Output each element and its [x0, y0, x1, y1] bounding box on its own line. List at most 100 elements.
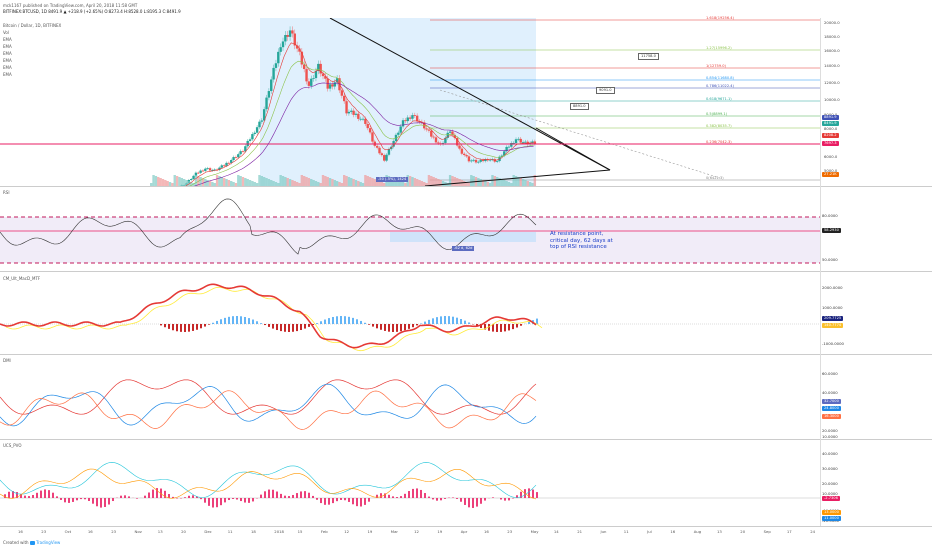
- volume-bar: [378, 181, 381, 186]
- candle: [192, 175, 195, 180]
- volume-bar: [326, 177, 329, 186]
- pane-divider[interactable]: [0, 271, 932, 272]
- volume-bar: [331, 179, 334, 186]
- pane-divider[interactable]: [0, 186, 932, 187]
- volume-bar: [152, 175, 155, 186]
- projection-dashed-line: [439, 89, 721, 179]
- volume-bar: [526, 181, 529, 186]
- candle: [326, 78, 329, 89]
- ucs-title[interactable]: UCS_PVO: [3, 443, 22, 448]
- volume-bar: [319, 183, 322, 186]
- callout-3: 8891.0: [570, 103, 589, 110]
- indicator-ema-1[interactable]: EMA: [3, 37, 12, 42]
- time-axis-label: 21: [577, 529, 583, 534]
- ucs-hist-bar: [36, 492, 38, 498]
- candle: [321, 73, 325, 77]
- macd-hist-bar: [264, 324, 266, 326]
- ucs-hist-bar: [108, 498, 110, 505]
- ucs-hist-bar: [508, 498, 510, 501]
- volume-bar: [270, 180, 273, 186]
- macd-hist-bar: [376, 324, 378, 329]
- ucs-hist-bar: [500, 498, 502, 500]
- ucs-hist-bar: [440, 498, 442, 501]
- macd-hist-bar: [396, 324, 398, 332]
- price-bubble: 8491.9: [822, 121, 839, 126]
- macd-hist-bar: [260, 323, 262, 324]
- fib-label: 1.618(19256.4): [706, 16, 734, 20]
- dmi-axis-1: 60.0000: [822, 371, 838, 376]
- pane-divider[interactable]: [0, 354, 932, 355]
- volume-bar: [371, 178, 374, 186]
- ucs-hist-bar: [12, 491, 14, 498]
- ucs-hist-bar: [304, 491, 306, 498]
- volume-bar: [307, 178, 311, 186]
- ucs-axis-1: 40.0000: [822, 451, 838, 456]
- volume-bar: [211, 182, 214, 186]
- ucs-chart[interactable]: [0, 440, 820, 526]
- volume-bar: [347, 177, 351, 186]
- macd-title[interactable]: CM_Ult_MacD_MTF: [3, 276, 41, 281]
- macd-hist-bar: [408, 324, 410, 329]
- volume-bar: [465, 182, 468, 186]
- price-axis-label: 16000.0: [824, 48, 840, 53]
- price-chart[interactable]: [0, 18, 932, 186]
- candle: [453, 134, 457, 138]
- rsi-title[interactable]: RSI: [3, 190, 10, 195]
- macd-hist-bar: [204, 324, 206, 327]
- candle: [427, 129, 431, 131]
- ucs-hist-bar: [312, 495, 314, 498]
- time-axis-label: 17: [786, 529, 792, 534]
- indicator-ema-3[interactable]: EMA: [3, 51, 12, 56]
- candle: [199, 170, 202, 173]
- time-axis-label: 16: [484, 529, 489, 534]
- macd-hist-bar: [188, 324, 190, 332]
- time-axis-label: 12: [344, 529, 350, 534]
- macd-axis-1: 2000.0000: [822, 285, 843, 290]
- volume-bar: [279, 175, 282, 186]
- candle: [401, 120, 405, 127]
- ucs-hist-bar: [308, 492, 310, 498]
- volume-bar: [267, 179, 271, 186]
- ucs-hist-bar: [504, 498, 506, 501]
- volume-bar: [503, 180, 506, 186]
- ucs-hist-bar: [144, 495, 146, 498]
- ucs-hist-bar: [20, 493, 22, 498]
- candle: [366, 123, 369, 129]
- ucs-hist-bar: [280, 493, 282, 498]
- indicator-ema-6[interactable]: EMA: [3, 72, 12, 77]
- indicator-vol[interactable]: Vol: [3, 30, 9, 35]
- footer-brand[interactable]: TradingView: [36, 540, 61, 545]
- dmi-chart[interactable]: [0, 355, 820, 439]
- indicator-ema-5[interactable]: EMA: [3, 65, 12, 70]
- ucs-hist-bar: [40, 490, 42, 498]
- macd-hist-bar: [276, 324, 278, 331]
- time-axis-label: Sep: [763, 529, 771, 534]
- candle: [385, 154, 388, 161]
- macd-hist-bar: [448, 316, 450, 324]
- volume-bar: [291, 180, 294, 186]
- pane-divider[interactable]: [0, 439, 932, 440]
- volume-bars: [150, 175, 537, 186]
- dmi-title[interactable]: DMI: [3, 358, 11, 363]
- ucs-hist-bar: [476, 498, 478, 507]
- volume-bar: [430, 176, 433, 186]
- volume-bar: [182, 179, 186, 186]
- ucs-hist-bar: [472, 498, 474, 508]
- ucs-axis-2: 30.0000: [822, 466, 838, 471]
- candle: [267, 91, 271, 98]
- indicator-ema-2[interactable]: EMA: [3, 44, 12, 49]
- rsi-chart[interactable]: [0, 187, 932, 271]
- volume-bar: [413, 178, 417, 186]
- candle: [359, 118, 362, 120]
- time-axis-label: 15: [297, 529, 303, 534]
- candle: [230, 159, 233, 163]
- symbol-label: Bitcoin / Dollar, 1D, BITFINEX: [3, 23, 62, 28]
- candle: [220, 165, 224, 168]
- macd-hist-bar: [180, 324, 182, 332]
- ucs-hist-bar: [404, 493, 406, 498]
- indicator-ema-4[interactable]: EMA: [3, 58, 12, 63]
- volume-bar: [286, 178, 289, 186]
- macd-chart[interactable]: [0, 272, 820, 354]
- macd-hist-bar: [512, 324, 514, 330]
- dmi-axis-3: 20.0000: [822, 428, 838, 433]
